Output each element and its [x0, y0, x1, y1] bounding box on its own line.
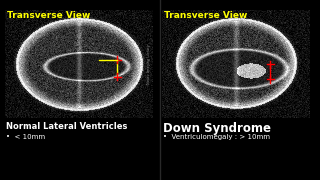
Text: •  < 10mm: • < 10mm [6, 134, 45, 140]
Text: •  Ventriculomegaly : > 10mm: • Ventriculomegaly : > 10mm [163, 134, 270, 140]
Text: Down Syndrome: Down Syndrome [163, 122, 271, 135]
Text: Neuro Imaging Library: Neuro Imaging Library [147, 44, 151, 84]
Text: Transverse View: Transverse View [164, 11, 247, 20]
Text: Normal Lateral Ventricles: Normal Lateral Ventricles [6, 122, 127, 131]
Text: Transverse View: Transverse View [7, 11, 90, 20]
